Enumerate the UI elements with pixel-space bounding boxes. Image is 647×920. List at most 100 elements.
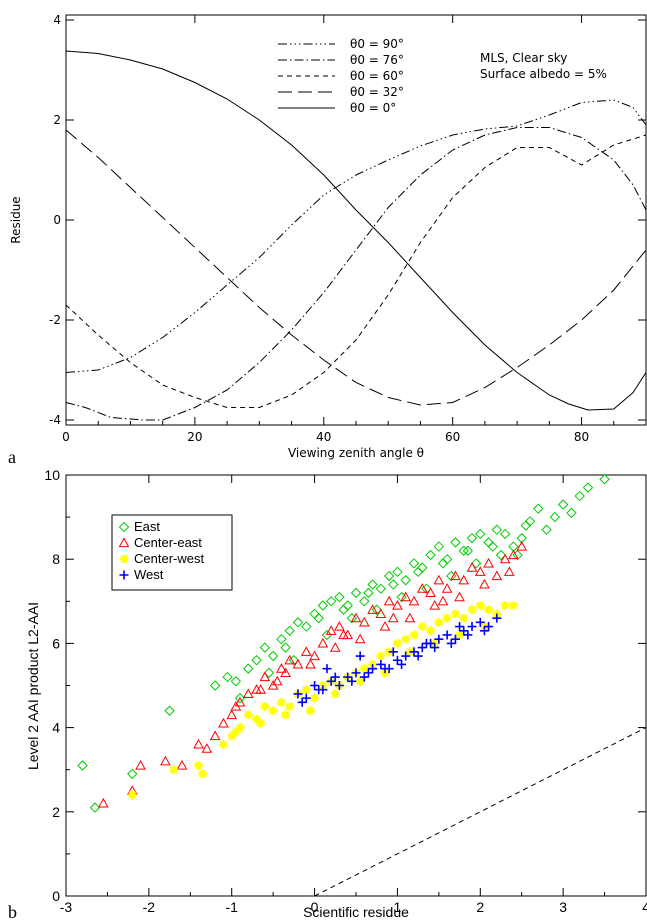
y-tick-label-b: 0 [52, 888, 60, 904]
data-point-triangle [334, 621, 345, 631]
data-point-triangle [508, 549, 519, 560]
data-point-asterisk [442, 613, 452, 623]
data-point-asterisk [401, 634, 411, 644]
y-tick-label-a: 0 [53, 213, 61, 227]
data-point-triangle [367, 604, 378, 614]
data-point-plus [430, 643, 440, 653]
data-point-plus [293, 689, 303, 699]
x-tick-label-b: 1 [394, 899, 402, 915]
data-point-diamond [599, 474, 610, 485]
data-point-plus [388, 647, 398, 657]
data-point-plus [376, 659, 386, 669]
data-point-plus [355, 651, 365, 661]
data-point-diamond [77, 760, 88, 771]
data-point-triangle [400, 591, 412, 602]
x-tick-label-a: 60 [445, 430, 460, 444]
y-tick-label-b: 8 [52, 551, 60, 567]
data-point-asterisk [127, 790, 137, 800]
data-point-triangle [491, 570, 503, 581]
data-point-diamond [450, 537, 461, 548]
data-point-diamond [251, 655, 262, 666]
data-point-asterisk [392, 638, 402, 648]
data-point-triangle [276, 663, 287, 673]
data-point-plus [322, 664, 332, 674]
data-point-plus [446, 638, 456, 648]
data-point-asterisk [508, 601, 518, 611]
data-point-diamond [412, 566, 424, 578]
data-point-triangle [230, 701, 242, 711]
data-point-diamond [334, 591, 345, 603]
data-point-plus [343, 672, 353, 682]
data-point-diamond [284, 625, 295, 636]
data-point-diamond [388, 579, 399, 590]
data-point-asterisk [281, 710, 291, 720]
data-point-asterisk [467, 605, 477, 615]
data-point-asterisk [417, 622, 427, 632]
data-point-diamond [127, 768, 138, 780]
data-point-triangle [433, 574, 445, 585]
data-point-diamond [243, 663, 254, 674]
data-point-plus [380, 664, 390, 674]
data-point-diamond [234, 692, 246, 704]
data-point-triangle [354, 633, 366, 644]
series-line-a [65, 99, 647, 373]
data-point-diamond [491, 524, 503, 535]
data-point-plus [413, 651, 423, 661]
data-point-triangle [309, 650, 320, 661]
data-point-asterisk [426, 626, 436, 636]
data-point-triangle [209, 730, 221, 741]
data-point-asterisk [198, 769, 208, 779]
panel-b: -3 -2 -1 0 1 2 3 4 0 2 4 6 8 10 Scientific residue Le… [8, 467, 647, 920]
data-point-plus [363, 668, 373, 678]
data-point-diamond [400, 575, 411, 586]
legend-label-b: Center-west [134, 551, 204, 566]
data-point-diamond [209, 680, 221, 691]
ticks-a: 0 20 40 60 80 -4 -2 0 2 4 [49, 13, 646, 444]
data-point-plus [334, 681, 344, 690]
series-line-a [65, 50, 647, 411]
data-point-asterisk [218, 739, 228, 749]
data-point-triangle [271, 675, 283, 686]
y-tick-label-b: 6 [52, 635, 60, 651]
data-point-plus [351, 668, 361, 678]
data-point-triangle [259, 671, 271, 682]
x-tick-label-a: 0 [62, 430, 70, 444]
x-tick-label-b: 0 [311, 899, 319, 915]
x-tick-label-b: -3 [60, 899, 73, 915]
data-point-plus [450, 634, 460, 644]
data-point-diamond [363, 587, 374, 599]
data-point-triangle [97, 797, 109, 808]
data-point-diamond [317, 600, 329, 611]
data-point-triangle [338, 629, 349, 640]
data-point-triangle [305, 658, 316, 669]
x-tick-label-b: -2 [143, 899, 156, 915]
y-axis-label-a: Residue [9, 196, 23, 243]
data-point-diamond [383, 570, 395, 582]
data-point-plus [492, 613, 502, 623]
legend-marker-diamond [118, 521, 130, 533]
data-point-asterisk [268, 706, 278, 716]
data-point-diamond [259, 642, 271, 653]
legend-label-b: East [134, 519, 160, 534]
y-tick-label-a: 2 [53, 113, 61, 127]
data-point-asterisk [500, 601, 510, 611]
data-point-asterisk [231, 727, 241, 737]
data-point-asterisk [194, 760, 204, 770]
data-point-plus [297, 697, 307, 707]
data-point-plus [475, 617, 485, 627]
data-point-asterisk [409, 630, 419, 640]
data-point-triangle [483, 557, 494, 568]
data-point-diamond [321, 629, 333, 641]
data-point-triangle [458, 574, 470, 585]
data-point-triangle [242, 688, 254, 699]
series-line-a [65, 127, 647, 421]
data-point-asterisk [330, 689, 340, 699]
legend-marker-asterisk [119, 554, 129, 564]
data-point-plus [401, 651, 411, 661]
data-point-diamond [164, 705, 175, 716]
series-line-a [65, 129, 647, 406]
data-point-triangle [404, 612, 416, 623]
data-point-diamond [375, 583, 387, 594]
data-point-diamond [495, 549, 507, 561]
